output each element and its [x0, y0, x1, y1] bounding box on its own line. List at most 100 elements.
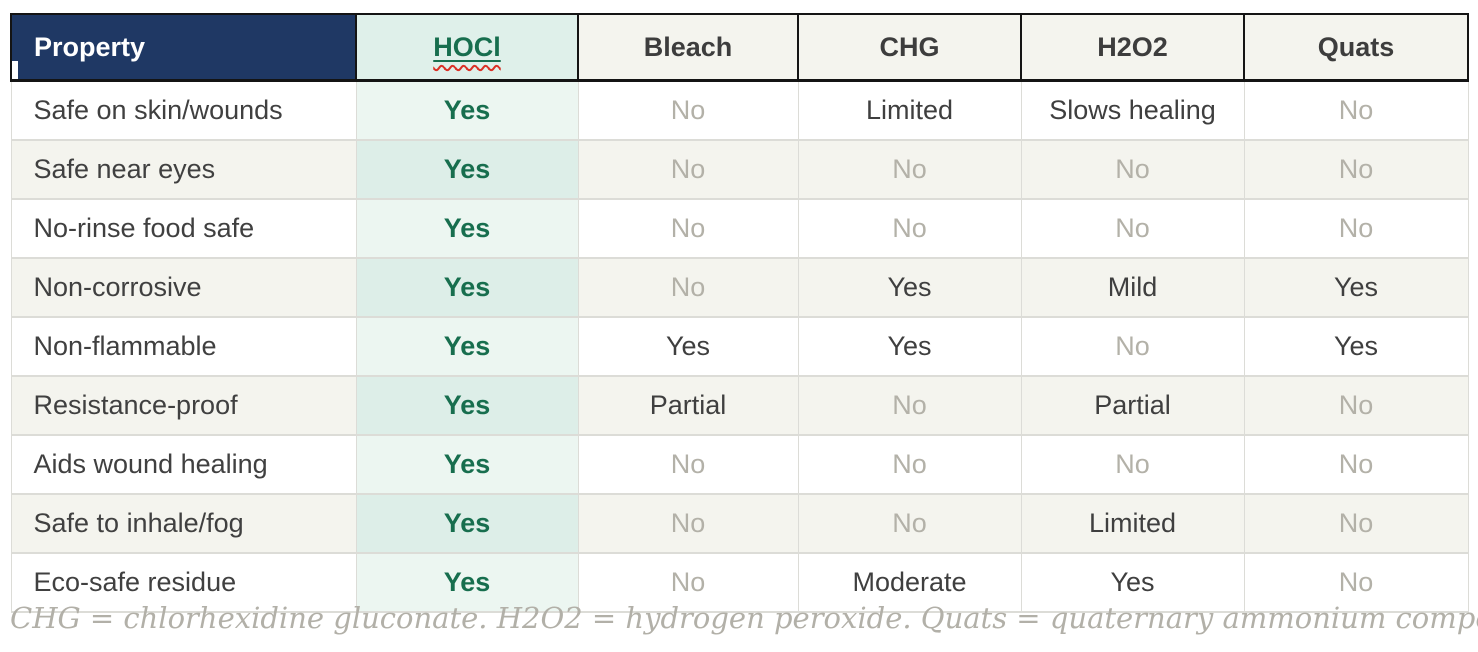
property-cell[interactable]: Resistance-proof [10, 375, 357, 436]
cell-value: Yes [443, 154, 491, 184]
quats-value-cell[interactable]: Yes [1243, 316, 1469, 377]
table-row: Non-corrosive Yes No Yes Mild Yes [10, 257, 1469, 318]
h2o2-value-cell[interactable]: No [1020, 316, 1245, 377]
column-header-bleach[interactable]: Bleach [577, 13, 799, 82]
column-header-hocl-label: HOCl [433, 31, 501, 62]
property-cell[interactable]: Safe to inhale/fog [10, 493, 357, 554]
h2o2-value-cell[interactable]: No [1020, 434, 1245, 495]
chg-value-cell[interactable]: Moderate [797, 552, 1022, 613]
cell-value: No [892, 449, 927, 479]
cell-value: Partial [1094, 390, 1171, 420]
bleach-value-cell[interactable]: No [577, 139, 799, 200]
cell-value: No [670, 449, 706, 479]
quats-value-cell[interactable]: No [1243, 139, 1469, 200]
h2o2-value-cell[interactable]: Slows healing [1020, 79, 1245, 141]
cell-value: Yes [887, 331, 932, 361]
property-cell[interactable]: No-rinse food safe [10, 198, 357, 259]
cell-value: Limited [865, 95, 954, 125]
table-body: Safe on skin/wounds Yes No Limited Slows… [10, 79, 1469, 613]
header-row: Property HOCl Bleach CHG H2O2 Quats [10, 13, 1469, 82]
cell-value: No [670, 213, 706, 243]
comparison-table: Property HOCl Bleach CHG H2O2 Quats Safe… [10, 13, 1469, 613]
table-row: Non-flammable Yes Yes Yes No Yes [10, 316, 1469, 377]
hocl-value-cell[interactable]: Yes [355, 493, 579, 554]
chg-value-cell[interactable]: No [797, 493, 1022, 554]
quats-value-cell[interactable]: No [1243, 375, 1469, 436]
cell-value: No [892, 213, 927, 243]
chg-value-cell[interactable]: No [797, 375, 1022, 436]
bleach-value-cell[interactable]: No [577, 198, 799, 259]
cell-value: No [892, 390, 927, 420]
property-cell[interactable]: Eco-safe residue [10, 552, 357, 613]
hocl-value-cell[interactable]: Yes [355, 434, 579, 495]
quats-value-cell[interactable]: No [1243, 552, 1469, 613]
cell-value: Yes [443, 390, 491, 420]
hocl-value-cell[interactable]: Yes [355, 139, 579, 200]
cell-value: Yes [1333, 331, 1379, 361]
chg-value-cell[interactable]: Yes [797, 257, 1022, 318]
property-cell[interactable]: Non-flammable [10, 316, 357, 377]
quats-value-cell[interactable]: No [1243, 198, 1469, 259]
quats-value-cell[interactable]: Yes [1243, 257, 1469, 318]
bleach-value-cell[interactable]: No [577, 257, 799, 318]
cell-value: Limited [1088, 508, 1177, 538]
cell-value: Moderate [852, 567, 967, 597]
cell-value: No [892, 154, 927, 184]
cell-value: No [1115, 331, 1150, 361]
hocl-value-cell[interactable]: Yes [355, 375, 579, 436]
cell-value: Slows healing [1049, 95, 1216, 125]
quats-value-cell[interactable]: No [1243, 493, 1469, 554]
cell-value: Yes [443, 567, 491, 597]
property-cell[interactable]: Aids wound healing [10, 434, 357, 495]
chg-value-cell[interactable]: Yes [797, 316, 1022, 377]
hocl-value-cell[interactable]: Yes [355, 79, 579, 141]
quats-value-cell[interactable]: No [1243, 79, 1469, 141]
bleach-value-cell[interactable]: No [577, 79, 799, 141]
column-header-quats[interactable]: Quats [1243, 13, 1469, 82]
h2o2-value-cell[interactable]: No [1020, 198, 1245, 259]
table-row: Safe on skin/wounds Yes No Limited Slows… [10, 79, 1469, 141]
column-header-h2o2[interactable]: H2O2 [1020, 13, 1245, 82]
table-row: Safe near eyes Yes No No No No [10, 139, 1469, 200]
table-row: Resistance-proof Yes Partial No Partial … [10, 375, 1469, 436]
chg-value-cell[interactable]: Limited [797, 79, 1022, 141]
cell-value: No [670, 95, 706, 125]
cell-value: Yes [1333, 272, 1379, 302]
chg-value-cell[interactable]: No [797, 434, 1022, 495]
column-header-chg[interactable]: CHG [797, 13, 1022, 82]
cell-value: Yes [443, 272, 491, 302]
text-cursor-artifact [12, 61, 18, 79]
property-cell[interactable]: Safe on skin/wounds [10, 79, 357, 141]
cell-value: No [1115, 449, 1150, 479]
h2o2-value-cell[interactable]: Yes [1020, 552, 1245, 613]
cell-value: No [1338, 567, 1374, 597]
cell-value: Yes [1110, 567, 1155, 597]
property-cell[interactable]: Safe near eyes [10, 139, 357, 200]
property-cell[interactable]: Non-corrosive [10, 257, 357, 318]
h2o2-value-cell[interactable]: No [1020, 139, 1245, 200]
footnote: CHG = chlorhexidine gluconate. H2O2 = hy… [10, 601, 1478, 635]
table-row: Safe to inhale/fog Yes No No Limited No [10, 493, 1469, 554]
bleach-value-cell[interactable]: No [577, 493, 799, 554]
bleach-value-cell[interactable]: Yes [577, 316, 799, 377]
h2o2-value-cell[interactable]: Limited [1020, 493, 1245, 554]
bleach-value-cell[interactable]: No [577, 434, 799, 495]
column-header-property[interactable]: Property [10, 13, 357, 82]
hocl-value-cell[interactable]: Yes [355, 257, 579, 318]
cell-value: Yes [443, 331, 491, 361]
bleach-value-cell[interactable]: No [577, 552, 799, 613]
column-header-hocl[interactable]: HOCl [355, 13, 579, 82]
h2o2-value-cell[interactable]: Mild [1020, 257, 1245, 318]
hocl-value-cell[interactable]: Yes [355, 552, 579, 613]
cell-value: Yes [887, 272, 932, 302]
cell-value: No [892, 508, 927, 538]
chg-value-cell[interactable]: No [797, 139, 1022, 200]
table-row: Aids wound healing Yes No No No No [10, 434, 1469, 495]
hocl-value-cell[interactable]: Yes [355, 316, 579, 377]
cell-value: No [1338, 154, 1374, 184]
bleach-value-cell[interactable]: Partial [577, 375, 799, 436]
hocl-value-cell[interactable]: Yes [355, 198, 579, 259]
quats-value-cell[interactable]: No [1243, 434, 1469, 495]
h2o2-value-cell[interactable]: Partial [1020, 375, 1245, 436]
chg-value-cell[interactable]: No [797, 198, 1022, 259]
